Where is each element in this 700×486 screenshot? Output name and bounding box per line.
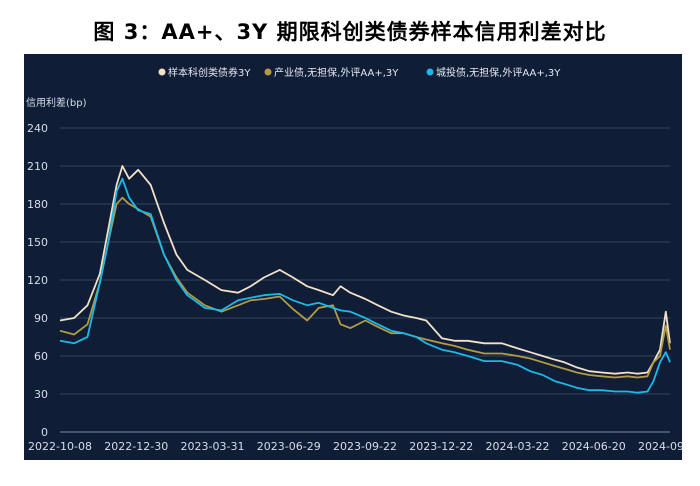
legend-marker [158,68,166,76]
y-tick-label: 210 [27,160,48,173]
legend-marker [426,68,434,76]
y-tick-label: 150 [27,236,48,249]
y-tick-label: 180 [27,198,48,211]
x-tick-label: 2023-12-22 [409,440,473,453]
chart-panel: 0 30 60 90 120 150 180 210 240 信用利差(bp) 2022-10-08… [24,54,700,460]
series-line [59,177,671,394]
y-axis-label: 信用利差(bp) [26,96,87,109]
legend-marker [264,68,272,76]
x-tick-label: 2023-03-31 [181,440,245,453]
legend-label: 产业债,无担保,外评AA+,3Y [274,66,399,79]
figure-title: 图 3：AA+、3Y 期限科创类债券样本信用利差对比 [93,20,607,44]
x-tick-label: 2022-10-08 [28,440,92,453]
y-tick-label: 120 [27,274,48,287]
x-tick-label: 2023-09-22 [333,440,397,453]
y-tick-label: 30 [34,388,48,401]
line-chart: 0 30 60 90 120 150 180 210 240 信用利差(bp) 2022-10-08… [26,66,700,453]
x-tick-label: 2024-06-20 [562,440,626,453]
y-tick-label: 240 [27,122,48,135]
x-tick-label: 2022-12-30 [104,440,168,453]
y-tick-label: 60 [34,350,48,363]
y-tick-label: 0 [41,426,48,439]
legend-label: 样本科创类债券3Y [168,66,251,79]
y-tick-label: 90 [34,312,48,325]
x-tick-label: 2023-06-29 [257,440,321,453]
series-line [59,196,671,379]
legend-label: 城投债,无担保,外评AA+,3Y [436,66,561,79]
x-tick-label: 2024-03-22 [486,440,550,453]
series-line [59,165,671,375]
x-tick-label: 2024-09-13 [638,440,682,453]
